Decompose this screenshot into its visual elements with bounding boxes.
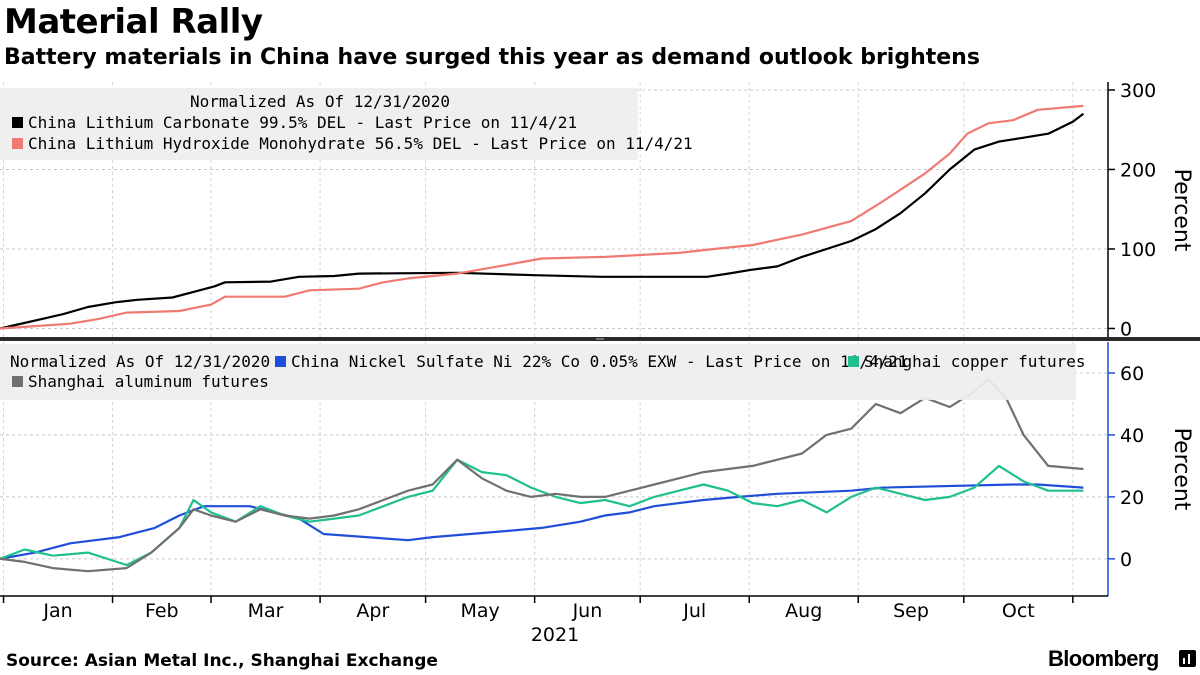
series-line-2-3 — [0, 378, 1084, 573]
y-tick-label: 300 — [1120, 80, 1156, 102]
legend-label: Shanghai copper futures — [864, 352, 1086, 371]
chart-title: Material Rally — [4, 2, 263, 42]
x-tick-label: Jun — [572, 600, 603, 622]
x-tick-label: Sep — [893, 600, 929, 622]
x-tick-label: Oct — [1002, 600, 1035, 622]
y-tick-label: 20 — [1120, 487, 1144, 509]
series-line-2-2 — [0, 458, 1084, 567]
legend-label: China Lithium Carbonate 99.5% DEL - Last… — [28, 113, 577, 132]
y-axis-label: Percent — [1169, 169, 1194, 252]
y-tick-label: 0 — [1120, 318, 1132, 340]
y-axis-label: Percent — [1169, 428, 1194, 511]
x-year-label: 2021 — [531, 624, 579, 646]
bloomberg-logo: Bloomberg — [1048, 646, 1159, 671]
x-tick-label: Jul — [682, 600, 706, 622]
y-tick-label: 200 — [1120, 159, 1156, 181]
panel-2: 0 20 40 60 Percent Normalized As Of 12/31/202… — [0, 342, 1194, 596]
legend-box — [0, 88, 638, 160]
legend-swatch — [275, 356, 286, 367]
legend-label: China Nickel Sulfate Ni 22% Co 0.05% EXW… — [291, 352, 908, 371]
bloomberg-terminal-icon — [1179, 650, 1196, 667]
x-tick-label: Aug — [785, 600, 822, 622]
source-note: Source: Asian Metal Inc., Shanghai Excha… — [6, 651, 438, 671]
series-line-1-2 — [0, 104, 1084, 330]
y-tick-label: 40 — [1120, 425, 1144, 447]
x-tick-label: Jan — [42, 600, 72, 622]
legend-header: Normalized As Of 12/31/2020 — [10, 352, 270, 371]
legend-label: Shanghai aluminum futures — [28, 372, 269, 391]
panel-1: 0 100 200 300 Percent Normalized As Of 12/31/… — [0, 80, 1194, 340]
series-line-1-1 — [0, 112, 1085, 330]
legend-swatch — [12, 117, 23, 128]
series-line-2-1 — [0, 483, 1084, 560]
y-tick-label: 100 — [1120, 239, 1156, 261]
x-tick-label: Apr — [356, 600, 389, 622]
legend-label: China Lithium Hydroxide Monohydrate 56.5… — [28, 134, 693, 153]
x-tick-label: May — [460, 600, 499, 622]
x-tick-label: Mar — [248, 600, 284, 622]
legend-swatch — [848, 356, 859, 367]
chart-subtitle: Battery materials in China have surged t… — [4, 45, 980, 70]
legend-swatch — [12, 138, 23, 149]
x-tick-label: Feb — [145, 600, 179, 622]
legend-swatch — [12, 376, 23, 387]
y-tick-label: 60 — [1120, 363, 1144, 385]
legend-box — [0, 344, 1076, 400]
y-tick-label: 0 — [1120, 549, 1132, 571]
legend-header: Normalized As Of 12/31/2020 — [190, 92, 450, 111]
